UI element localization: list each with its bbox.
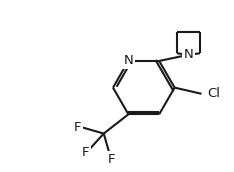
Text: F: F xyxy=(81,146,89,159)
Text: N: N xyxy=(124,55,133,67)
Text: F: F xyxy=(74,121,81,134)
Text: Cl: Cl xyxy=(208,87,221,100)
Text: F: F xyxy=(108,153,115,166)
Text: N: N xyxy=(184,48,193,61)
